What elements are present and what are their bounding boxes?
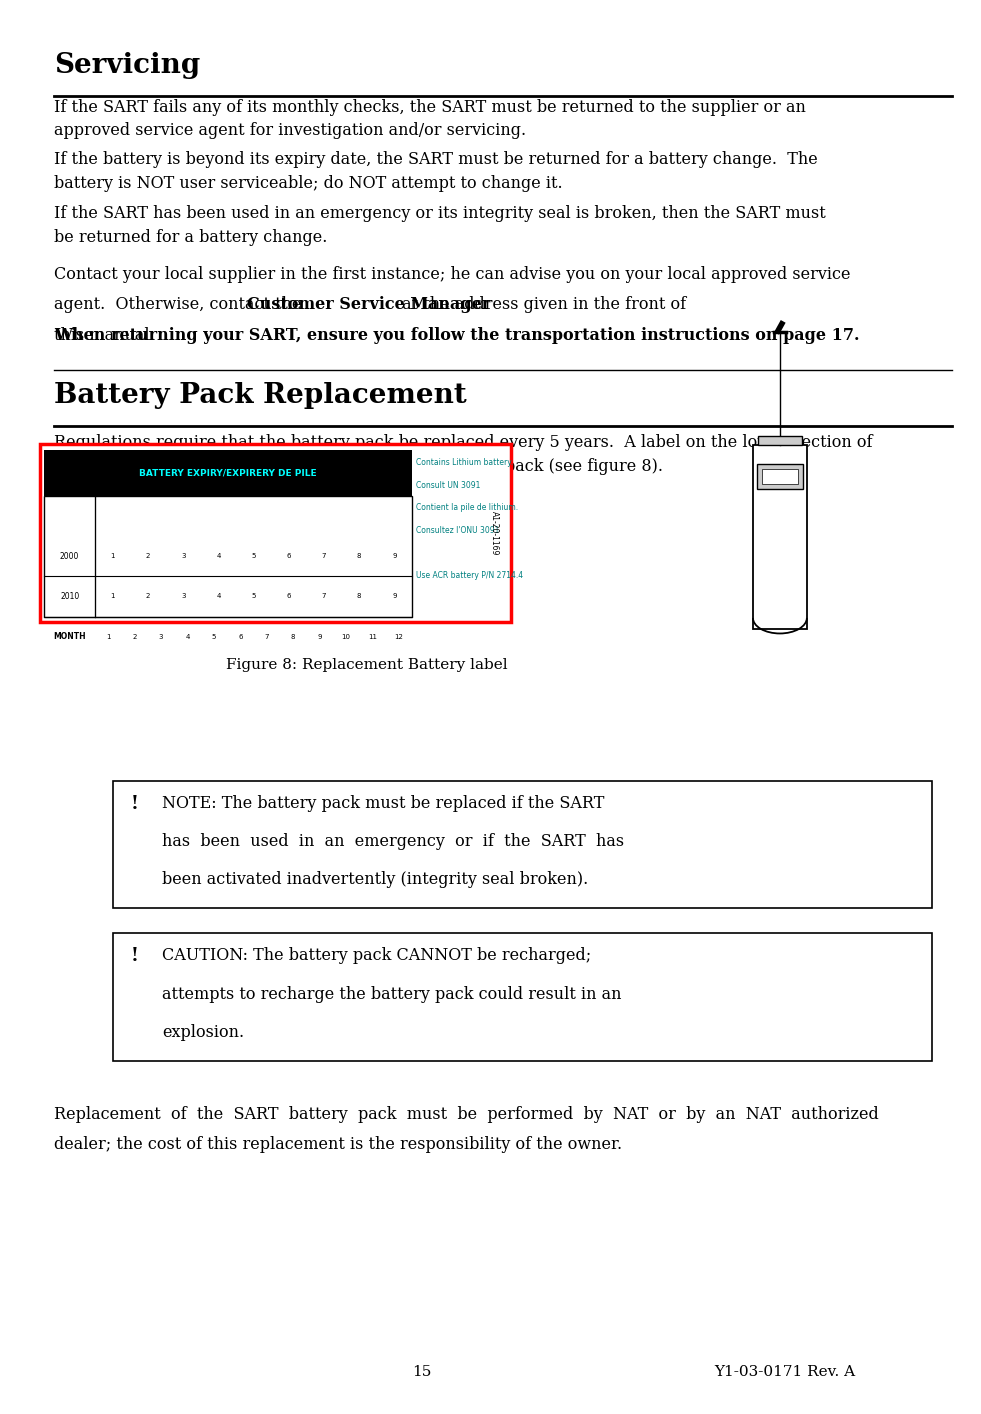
Text: 2: 2 (146, 553, 150, 560)
Text: 4: 4 (216, 594, 221, 600)
Text: 6: 6 (286, 594, 291, 600)
Text: 1: 1 (111, 594, 115, 600)
Text: Consult UN 3091: Consult UN 3091 (416, 481, 481, 489)
Text: 4: 4 (185, 633, 189, 639)
Bar (44, 450, 412, 496)
Bar (113, 781, 932, 908)
Text: When returning your SART, ensure you follow the transportation instructions on p: When returning your SART, ensure you fol… (54, 327, 859, 344)
Text: 15: 15 (412, 1365, 432, 1379)
Text: Servicing: Servicing (54, 52, 200, 79)
Text: Contact your local supplier in the first instance; he can advise you on your loc: Contact your local supplier in the first… (54, 266, 851, 283)
Text: 5: 5 (251, 594, 256, 600)
Text: Customer Service Manager: Customer Service Manager (247, 296, 490, 314)
Text: If the SART fails any of its monthly checks, the SART must be returned to the su: If the SART fails any of its monthly che… (54, 99, 805, 140)
Text: Replacement  of  the  SART  battery  pack  must  be  performed  by  NAT  or  by : Replacement of the SART battery pack mus… (54, 1106, 879, 1123)
Text: BATTERY EXPIRY/EXPIRERY DE PILE: BATTERY EXPIRY/EXPIRERY DE PILE (139, 468, 317, 478)
Text: 1: 1 (111, 553, 115, 560)
Text: 3: 3 (181, 553, 185, 560)
Text: 12: 12 (394, 633, 403, 639)
Text: attempts to recharge the battery pack could result in an: attempts to recharge the battery pack co… (162, 986, 621, 1003)
Text: at the address given in the front of: at the address given in the front of (396, 296, 686, 314)
Text: been activated inadvertently (integrity seal broken).: been activated inadvertently (integrity … (162, 871, 589, 888)
Text: 9: 9 (392, 594, 396, 600)
Text: 8: 8 (357, 594, 361, 600)
Text: Use ACR battery P/N 2714.4: Use ACR battery P/N 2714.4 (416, 571, 523, 580)
Text: !: ! (130, 795, 138, 813)
Text: If the SART has been used in an emergency or its integrity seal is broken, then : If the SART has been used in an emergenc… (54, 205, 826, 246)
Text: 2: 2 (146, 594, 150, 600)
Text: Contains Lithium battery.: Contains Lithium battery. (416, 458, 513, 467)
Text: 2000: 2000 (60, 551, 79, 561)
Text: Y1-03-0171 Rev. A: Y1-03-0171 Rev. A (714, 1365, 855, 1379)
Text: agent.  Otherwise, contact the: agent. Otherwise, contact the (54, 296, 307, 314)
Bar (758, 436, 802, 445)
Text: explosion.: explosion. (162, 1024, 244, 1041)
Bar (113, 933, 932, 1060)
Text: NOTE: The battery pack must be replaced if the SART: NOTE: The battery pack must be replaced … (162, 795, 604, 812)
Text: CAUTION: The battery pack CANNOT be recharged;: CAUTION: The battery pack CANNOT be rech… (162, 947, 592, 964)
Text: Figure 8: Replacement Battery label: Figure 8: Replacement Battery label (226, 658, 507, 672)
Text: 2: 2 (132, 633, 137, 639)
Text: Battery Pack Replacement: Battery Pack Replacement (54, 382, 467, 409)
Text: 1: 1 (106, 633, 111, 639)
Text: 7: 7 (322, 553, 327, 560)
Text: 2010: 2010 (60, 592, 79, 601)
Text: 10: 10 (341, 633, 350, 639)
Text: If the battery is beyond its expiry date, the SART must be returned for a batter: If the battery is beyond its expiry date… (54, 151, 818, 192)
Text: 7: 7 (322, 594, 327, 600)
Text: 9: 9 (317, 633, 322, 639)
Text: 9: 9 (392, 553, 396, 560)
Bar (757, 464, 803, 489)
Text: 4: 4 (216, 553, 221, 560)
Text: 5: 5 (212, 633, 216, 639)
Text: 3: 3 (159, 633, 164, 639)
Text: has  been  used  in  an  emergency  or  if  the  SART  has: has been used in an emergency or if the … (162, 833, 624, 850)
Bar (762, 469, 799, 484)
Text: !: ! (130, 947, 138, 966)
Bar (753, 445, 807, 629)
Text: 8: 8 (357, 553, 361, 560)
Text: MONTH: MONTH (53, 632, 86, 641)
Text: dealer; the cost of this replacement is the responsibility of the owner.: dealer; the cost of this replacement is … (54, 1137, 622, 1154)
Text: 5: 5 (251, 553, 256, 560)
Text: Regulations require that the battery pack be replaced every 5 years.  A label on: Regulations require that the battery pac… (54, 434, 872, 475)
Text: Contient la pile de lithium.: Contient la pile de lithium. (416, 503, 518, 512)
Text: this manual.: this manual. (54, 327, 155, 344)
Text: 6: 6 (286, 553, 291, 560)
Text: 11: 11 (368, 633, 377, 639)
Text: 3: 3 (181, 594, 185, 600)
Bar (40, 444, 511, 622)
Text: A1-20-1169: A1-20-1169 (490, 510, 499, 556)
Bar (44, 496, 412, 617)
Text: 6: 6 (238, 633, 242, 639)
Text: 7: 7 (265, 633, 269, 639)
Text: Consultez l'ONU 3091: Consultez l'ONU 3091 (416, 526, 499, 534)
Text: 8: 8 (291, 633, 295, 639)
